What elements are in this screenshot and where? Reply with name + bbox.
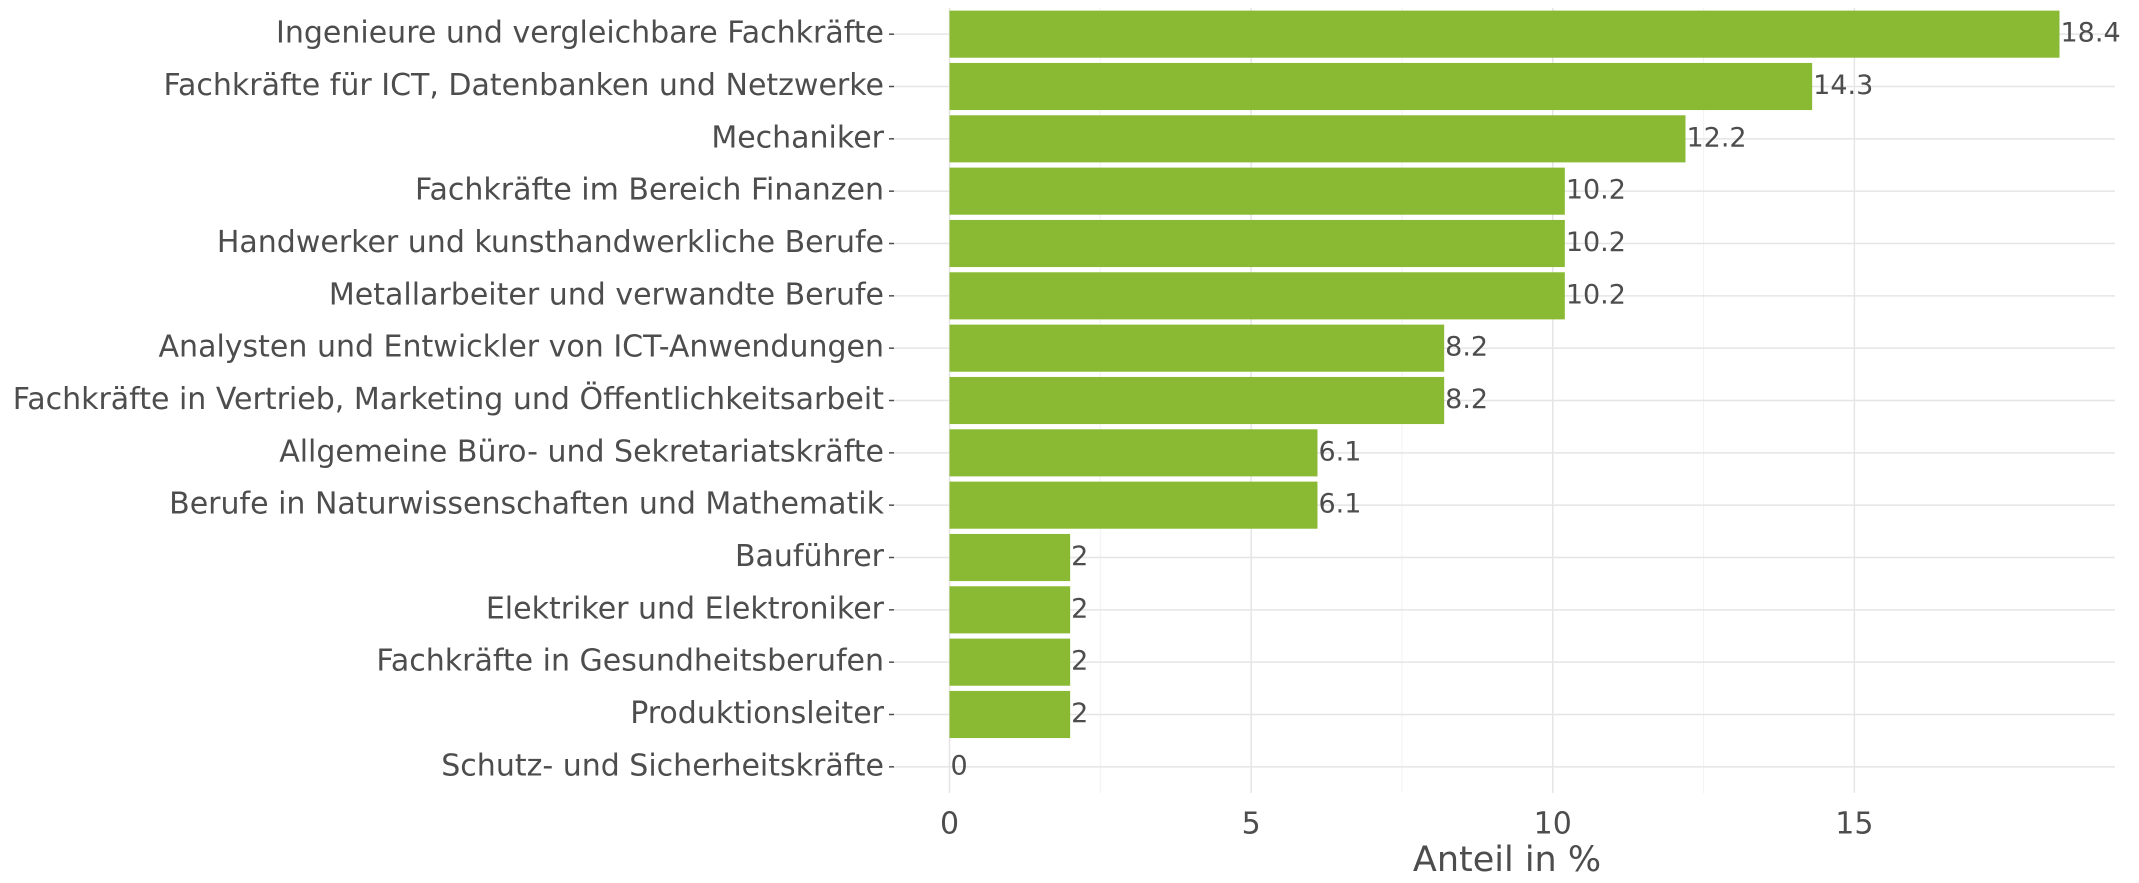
bar [949,586,1071,634]
x-tick-label: 15 [1835,807,1873,842]
value-label: 2 [1071,646,1088,677]
y-tick-label: Berufe in Naturwissenschaften und Mathem… [169,487,885,522]
value-label: 10.2 [1566,175,1626,206]
y-tick-label: Fachkräfte in Gesundheitsberufen [376,644,884,679]
y-tick-label: Produktionsleiter [630,696,884,731]
x-axis-title: Anteil in % [1413,840,1601,879]
bar [949,62,1813,111]
value-label: 0 [951,750,968,781]
x-tick-label: 5 [1242,807,1261,842]
y-tick-label: Analysten und Entwickler von ICT-Anwendu… [159,330,884,365]
y-tick-label: Ingenieure und vergleichbare Fachkräfte [276,16,884,51]
bar [949,167,1565,215]
value-label: 2 [1071,541,1088,572]
bar [949,690,1071,739]
value-label: 18.4 [2061,18,2121,49]
y-tick-label: Metallarbeiter und verwandte Berufe [329,277,884,312]
x-tick-label: 0 [940,807,959,842]
bar [949,429,1318,477]
bar [949,272,1565,320]
y-tick-label: Bauführer [735,539,885,574]
y-tick-label: Schutz- und Sicherheitskräfte [441,748,884,783]
value-label: 2 [1071,698,1088,729]
value-label: 14.3 [1813,70,1873,101]
bar [949,324,1445,372]
value-label: 2 [1071,593,1088,624]
value-label: 8.2 [1445,384,1488,415]
bar [949,638,1071,686]
y-tick-label: Elektriker und Elektroniker [486,591,885,626]
value-label: 12.2 [1686,122,1746,153]
value-label: 6.1 [1318,489,1361,520]
y-tick-label: Mechaniker [711,120,884,155]
value-label: 6.1 [1318,436,1361,467]
x-tick-label: 10 [1534,807,1572,842]
y-tick-label: Allgemeine Büro- und Sekretariatskräfte [279,434,884,469]
value-label: 10.2 [1566,279,1626,310]
y-tick-label: Fachkräfte im Bereich Finanzen [415,173,884,208]
bar [949,219,1565,268]
bar [949,481,1318,529]
bar [949,533,1071,582]
y-tick-label: Fachkräfte in Vertrieb, Marketing und Öf… [13,381,885,417]
y-tick-label: Fachkräfte für ICT, Datenbanken und Netz… [164,68,884,103]
bar [949,376,1445,425]
bar [949,10,2060,58]
value-label: 10.2 [1566,227,1626,258]
y-tick-label: Handwerker und kunsthandwerkliche Berufe [217,225,884,260]
bar [949,115,1686,163]
value-label: 8.2 [1445,332,1488,363]
